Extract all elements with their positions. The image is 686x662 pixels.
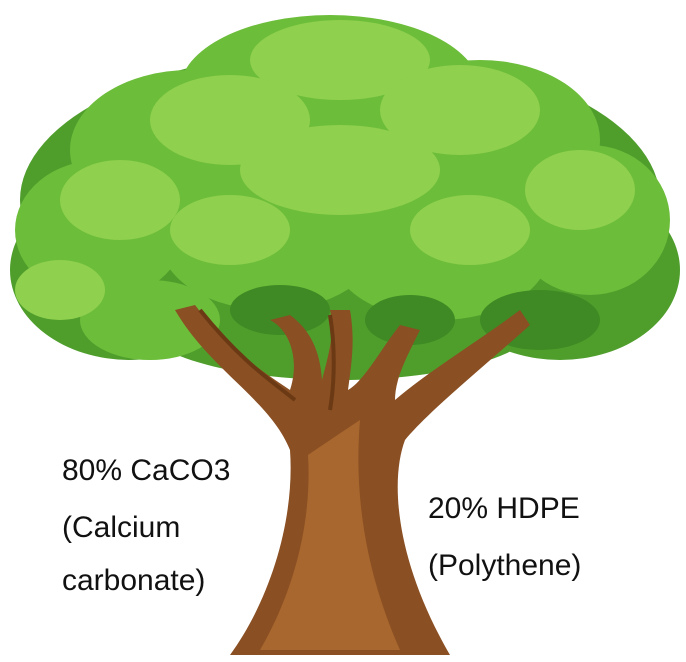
tree-illustration: 80% CaCO3 (Calcium carbonate) 20% HDPE (… bbox=[0, 0, 686, 662]
left-label-line: carbonate) bbox=[62, 564, 205, 597]
left-label-line: (Calcium bbox=[62, 511, 180, 544]
left-label-line: 80% CaCO3 bbox=[62, 454, 230, 487]
right-label-line: (Polythene) bbox=[428, 549, 581, 582]
right-label-line: 20% HDPE bbox=[428, 492, 580, 525]
